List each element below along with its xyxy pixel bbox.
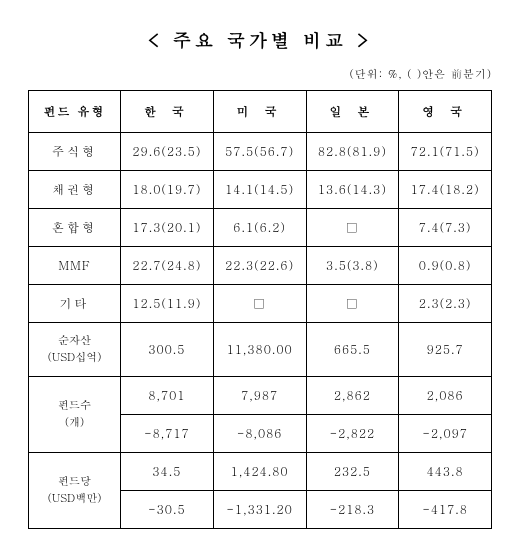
cell: 18.0(19.7) (121, 171, 214, 209)
table-row: 주식형 29.6(23.5) 57.5(56.7) 82.8(81.9) 72.… (29, 133, 492, 171)
cell: 2.3(2.3) (399, 285, 492, 323)
row-header-fundcount: 펀드수(개) (29, 377, 121, 453)
cell: 13.6(14.3) (306, 171, 399, 209)
row-header-other: 기타 (29, 285, 121, 323)
cell: □ (306, 209, 399, 247)
col-header-uk: 영 국 (399, 91, 492, 133)
cell: 3.5(3.8) (306, 247, 399, 285)
cell: 8,701 (121, 377, 214, 415)
table-row: 채권형 18.0(19.7) 14.1(14.5) 13.6(14.3) 17.… (29, 171, 492, 209)
cell: 14.1(14.5) (213, 171, 306, 209)
table-row: 혼합형 17.3(20.1) 6.1(6.2) □ 7.4(7.3) (29, 209, 492, 247)
table-row: 펀드수(개) 8,701 7,987 2,862 2,086 (29, 377, 492, 415)
cell: 0.9(0.8) (399, 247, 492, 285)
table-row: 펀드당(USD백만) 34.5 1,424.80 232.5 443.8 (29, 453, 492, 491)
row-header-perfund: 펀드당(USD백만) (29, 453, 121, 529)
table-row: MMF 22.7(24.8) 22.3(22.6) 3.5(3.8) 0.9(0… (29, 247, 492, 285)
cell: 443.8 (399, 453, 492, 491)
cell: -2,822 (306, 415, 399, 453)
cell: 82.8(81.9) (306, 133, 399, 171)
col-header-usa: 미 국 (213, 91, 306, 133)
cell: 6.1(6.2) (213, 209, 306, 247)
row-header-mmf: MMF (29, 247, 121, 285)
table-row: 순자산(USD십억) 300.5 11,380.00 665.5 925.7 (29, 323, 492, 377)
cell: □ (306, 285, 399, 323)
table-row: 기타 12.5(11.9) □ □ 2.3(2.3) (29, 285, 492, 323)
cell: 11,380.00 (213, 323, 306, 377)
cell: 665.5 (306, 323, 399, 377)
row-header-equity: 주식형 (29, 133, 121, 171)
cell: 17.3(20.1) (121, 209, 214, 247)
page-title: < 주요 국가별 비교 > (28, 28, 492, 53)
row-header-netassets: 순자산(USD십억) (29, 323, 121, 377)
cell: 232.5 (306, 453, 399, 491)
cell: 34.5 (121, 453, 214, 491)
cell: -417.8 (399, 491, 492, 529)
cell: 72.1(71.5) (399, 133, 492, 171)
cell: 300.5 (121, 323, 214, 377)
col-header-japan: 일 본 (306, 91, 399, 133)
cell: 7,987 (213, 377, 306, 415)
cell: -8,717 (121, 415, 214, 453)
cell: 1,424.80 (213, 453, 306, 491)
cell: 12.5(11.9) (121, 285, 214, 323)
comparison-table: 펀드 유형 한 국 미 국 일 본 영 국 주식형 29.6(23.5) 57.… (28, 90, 492, 529)
table-header-row: 펀드 유형 한 국 미 국 일 본 영 국 (29, 91, 492, 133)
unit-note: (단위: %, ( )안은 前분기) (28, 67, 492, 82)
cell: 7.4(7.3) (399, 209, 492, 247)
col-header-korea: 한 국 (121, 91, 214, 133)
cell: -218.3 (306, 491, 399, 529)
cell: □ (213, 285, 306, 323)
cell: -30.5 (121, 491, 214, 529)
cell: 17.4(18.2) (399, 171, 492, 209)
cell: 22.3(22.6) (213, 247, 306, 285)
row-header-bond: 채권형 (29, 171, 121, 209)
cell: -8,086 (213, 415, 306, 453)
row-header-mixed: 혼합형 (29, 209, 121, 247)
cell: 925.7 (399, 323, 492, 377)
cell: 2,086 (399, 377, 492, 415)
col-header-fundtype: 펀드 유형 (29, 91, 121, 133)
cell: -2,097 (399, 415, 492, 453)
cell: 57.5(56.7) (213, 133, 306, 171)
cell: 29.6(23.5) (121, 133, 214, 171)
cell: -1,331.20 (213, 491, 306, 529)
cell: 2,862 (306, 377, 399, 415)
cell: 22.7(24.8) (121, 247, 214, 285)
